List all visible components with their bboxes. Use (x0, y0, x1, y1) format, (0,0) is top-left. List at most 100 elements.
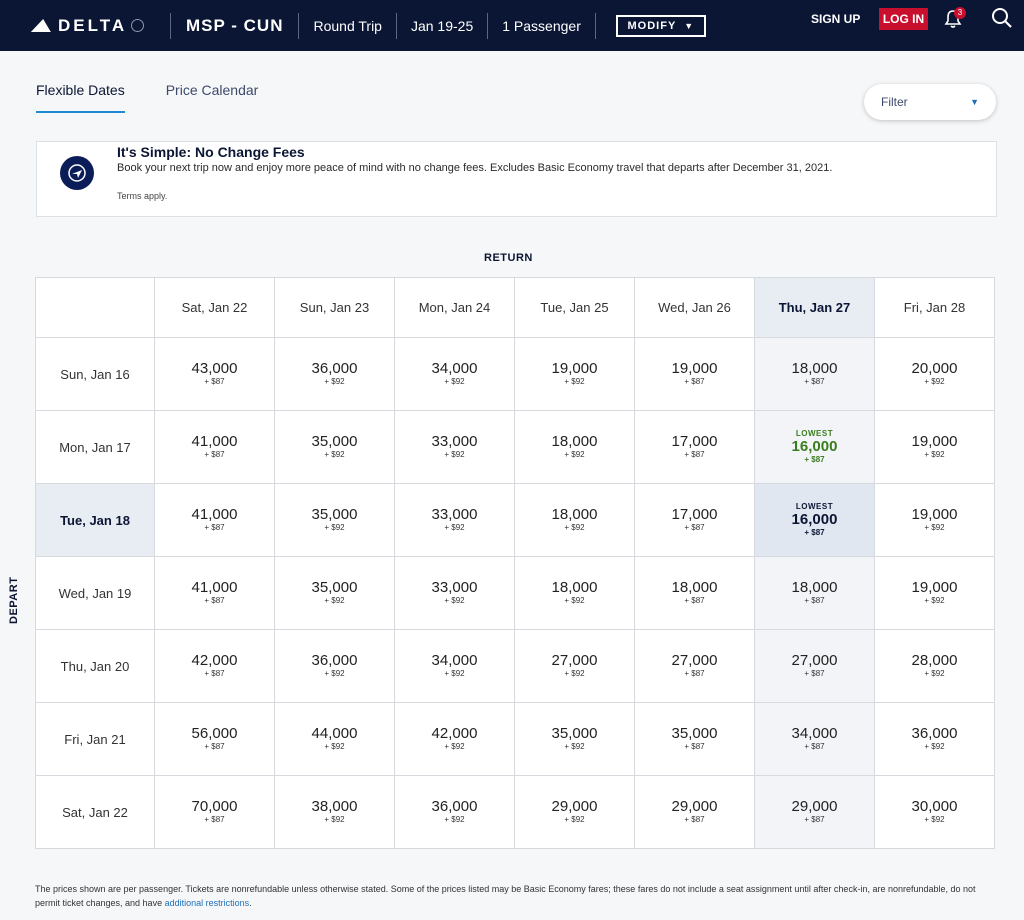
fare-cell[interactable]: 35,000 + $92 (515, 703, 635, 776)
return-date-header[interactable]: Tue, Jan 25 (515, 278, 635, 338)
depart-date-header[interactable]: Sun, Jan 16 (36, 338, 155, 411)
fare-cell[interactable]: 70,000 + $87 (155, 776, 275, 849)
delta-logo[interactable]: DELTA (0, 16, 170, 36)
fare-tax: + $87 (204, 596, 225, 605)
fare-cell[interactable]: 42,000 + $87 (155, 630, 275, 703)
depart-date-header[interactable]: Sat, Jan 22 (36, 776, 155, 849)
fare-cell[interactable]: LOWEST 16,000 + $87 (755, 484, 875, 557)
fare-cell[interactable]: 18,000 + $87 (635, 557, 755, 630)
fare-cell[interactable]: 27,000 + $87 (755, 630, 875, 703)
fare-cell[interactable]: 41,000 + $87 (155, 484, 275, 557)
fare-cell[interactable]: 18,000 + $92 (515, 411, 635, 484)
depart-date-header[interactable]: Thu, Jan 20 (36, 630, 155, 703)
fare-tax: + $92 (324, 450, 345, 459)
fare-cell[interactable]: 36,000 + $92 (875, 703, 995, 776)
divider (594, 12, 596, 39)
fare-cell[interactable]: 27,000 + $92 (515, 630, 635, 703)
fare-cell[interactable]: 28,000 + $92 (875, 630, 995, 703)
fare-cell[interactable]: 19,000 + $87 (635, 338, 755, 411)
fare-cell[interactable]: 56,000 + $87 (155, 703, 275, 776)
depart-date-header[interactable]: Fri, Jan 21 (36, 703, 155, 776)
fare-cell[interactable]: 44,000 + $92 (275, 703, 395, 776)
fare-cell[interactable]: 29,000 + $87 (755, 776, 875, 849)
fare-cell[interactable]: 18,000 + $92 (515, 484, 635, 557)
fare-miles: 18,000 (551, 506, 598, 523)
fare-cell[interactable]: 30,000 + $92 (875, 776, 995, 849)
depart-axis-label: DEPART (8, 576, 20, 624)
terms-link[interactable]: Terms apply. (117, 191, 168, 201)
fare-cell[interactable]: 17,000 + $87 (635, 411, 755, 484)
fare-cell[interactable]: 19,000 + $92 (875, 484, 995, 557)
fare-cell[interactable]: 27,000 + $87 (635, 630, 755, 703)
fare-cell[interactable]: 17,000 + $87 (635, 484, 755, 557)
return-date-header[interactable]: Thu, Jan 27 (755, 278, 875, 338)
fare-cell[interactable]: 34,000 + $87 (755, 703, 875, 776)
fare-cell[interactable]: LOWEST 16,000 + $87 (755, 411, 875, 484)
fare-tax: + $87 (204, 815, 225, 824)
return-date-header[interactable]: Mon, Jan 24 (395, 278, 515, 338)
return-date-header[interactable]: Sun, Jan 23 (275, 278, 395, 338)
return-date-header[interactable]: Fri, Jan 28 (875, 278, 995, 338)
fare-miles: 33,000 (431, 579, 478, 596)
grid-corner (36, 278, 155, 338)
fare-cell[interactable]: 29,000 + $87 (635, 776, 755, 849)
fare-cell[interactable]: 34,000 + $92 (395, 338, 515, 411)
lowest-badge: LOWEST (795, 429, 834, 438)
fare-cell[interactable]: 33,000 + $92 (395, 411, 515, 484)
tab-price-calendar[interactable]: Price Calendar (165, 82, 259, 98)
depart-date-header[interactable]: Wed, Jan 19 (36, 557, 155, 630)
fare-cell[interactable]: 38,000 + $92 (275, 776, 395, 849)
fare-cell[interactable]: 41,000 + $87 (155, 557, 275, 630)
fare-cell[interactable]: 18,000 + $92 (515, 557, 635, 630)
fare-tax: + $92 (924, 596, 945, 605)
sign-up-link[interactable]: SIGN UP (811, 12, 861, 26)
search-button[interactable] (991, 7, 1013, 29)
passenger-count: 1 Passenger (502, 17, 581, 34)
fare-cell[interactable]: 35,000 + $92 (275, 484, 395, 557)
fare-cell[interactable]: 36,000 + $92 (275, 338, 395, 411)
fare-miles: 17,000 (671, 433, 718, 450)
fare-cell[interactable]: 19,000 + $92 (875, 411, 995, 484)
fare-cell[interactable]: 33,000 + $92 (395, 557, 515, 630)
fare-cell[interactable]: 35,000 + $92 (275, 411, 395, 484)
fare-cell[interactable]: 20,000 + $92 (875, 338, 995, 411)
fare-cell[interactable]: 36,000 + $92 (275, 630, 395, 703)
fare-miles: 27,000 (791, 652, 838, 669)
fare-cell[interactable]: 35,000 + $87 (635, 703, 755, 776)
fare-cell[interactable]: 33,000 + $92 (395, 484, 515, 557)
fare-cell[interactable]: 18,000 + $87 (755, 338, 875, 411)
fare-miles: 41,000 (191, 433, 238, 450)
fare-miles: 19,000 (911, 506, 958, 523)
log-in-button[interactable]: LOG IN (879, 8, 928, 30)
modify-button[interactable]: MODIFY ▼ (615, 14, 706, 37)
fare-miles: 42,000 (431, 725, 478, 742)
fare-cell[interactable]: 36,000 + $92 (395, 776, 515, 849)
divider (395, 12, 397, 39)
fare-cell[interactable]: 19,000 + $92 (875, 557, 995, 630)
fare-cell[interactable]: 29,000 + $92 (515, 776, 635, 849)
fare-miles: 18,000 (791, 360, 838, 377)
fare-cell[interactable]: 19,000 + $92 (515, 338, 635, 411)
fare-cell[interactable]: 34,000 + $92 (395, 630, 515, 703)
depart-date-header[interactable]: Tue, Jan 18 (36, 484, 155, 557)
fare-miles: 70,000 (191, 798, 238, 815)
filter-dropdown[interactable]: Filter ▼ (864, 84, 996, 120)
fare-tax: + $92 (564, 450, 585, 459)
seal-icon (131, 19, 145, 32)
return-date-header[interactable]: Sat, Jan 22 (155, 278, 275, 338)
notifications-button[interactable]: 3 (942, 7, 966, 30)
return-date-header[interactable]: Wed, Jan 26 (635, 278, 755, 338)
fare-tax: + $92 (324, 742, 345, 751)
depart-date-header[interactable]: Mon, Jan 17 (36, 411, 155, 484)
tab-flexible-dates[interactable]: Flexible Dates (36, 82, 125, 113)
fare-cell[interactable]: 18,000 + $87 (755, 557, 875, 630)
additional-restrictions-link[interactable]: additional restrictions (164, 898, 250, 908)
fare-cell[interactable]: 43,000 + $87 (155, 338, 275, 411)
fare-tax: + $87 (684, 742, 705, 751)
fare-tax: + $87 (204, 523, 225, 532)
fare-miles: 29,000 (551, 798, 598, 815)
fare-cell[interactable]: 41,000 + $87 (155, 411, 275, 484)
fare-cell[interactable]: 35,000 + $92 (275, 557, 395, 630)
fare-cell[interactable]: 42,000 + $92 (395, 703, 515, 776)
fare-miles: 34,000 (431, 360, 478, 377)
